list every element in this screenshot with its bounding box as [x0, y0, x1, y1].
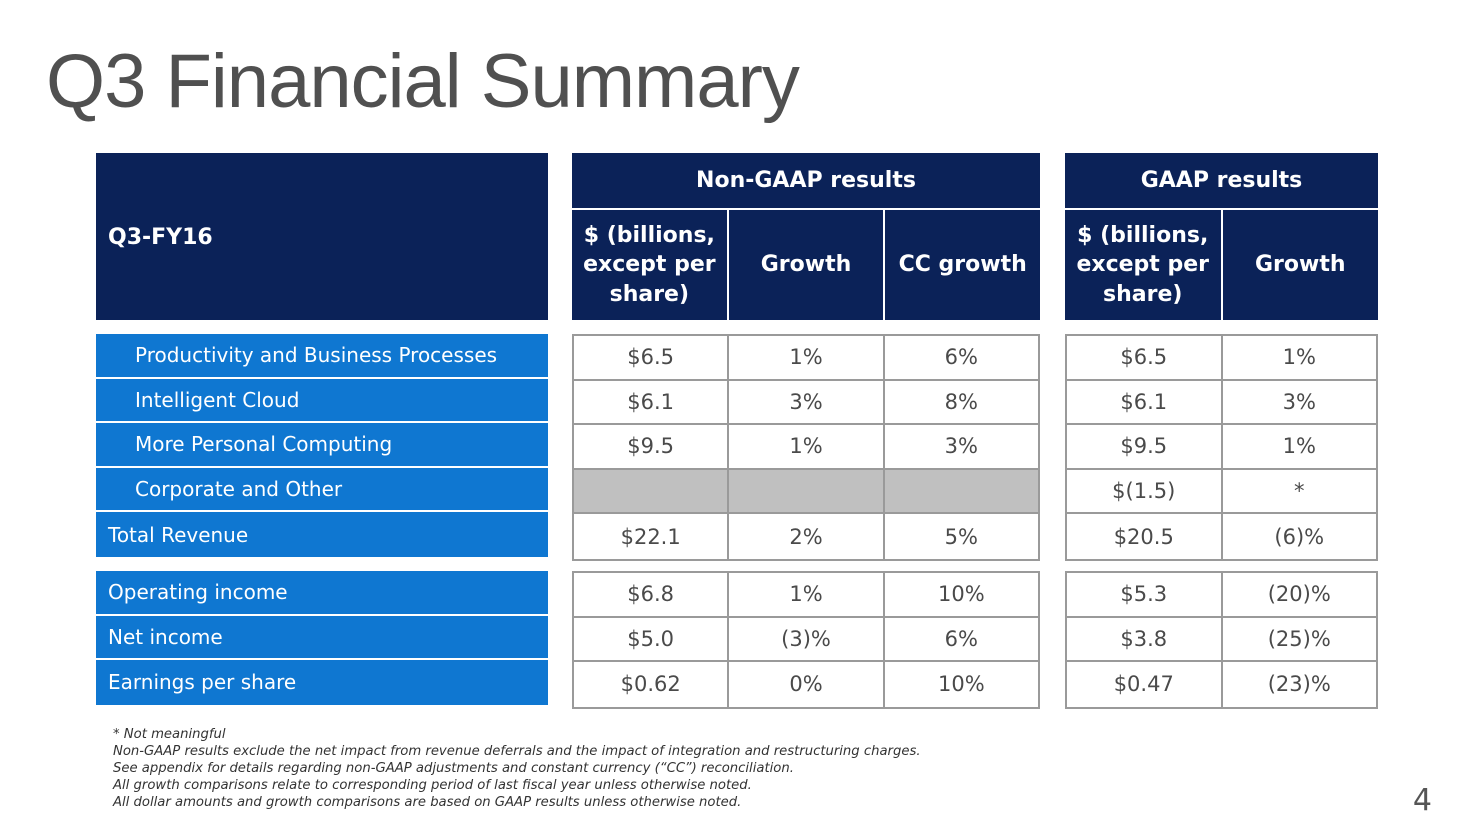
table-cell: 5%: [882, 514, 1038, 559]
table-row: $6.8 1% 10%: [574, 573, 1038, 618]
footnote: See appendix for details regarding non-G…: [113, 760, 794, 776]
gaap-revenue-table: $6.5 1% $6.1 3% $9.5 1% $(1.5) * $20.5 (…: [1065, 334, 1378, 561]
row-label: Intelligent Cloud: [96, 378, 548, 424]
table-row: $6.5 1% 6%: [574, 336, 1038, 381]
shaded-cell: [882, 469, 1038, 513]
table-cell: $5.0: [627, 626, 675, 651]
table-cell: 1%: [1220, 425, 1377, 468]
table-cell: (6)%: [1220, 514, 1377, 559]
gaap-income-table: $5.3 (20)% $3.8 (25)% $0.47 (23)%: [1065, 571, 1378, 709]
table-row: $22.1 2% 5%: [574, 514, 1038, 559]
period-label: Q3-FY16: [108, 225, 213, 250]
shaded-cell: [574, 469, 728, 513]
table-cell: 1%: [727, 336, 882, 379]
table-cell: $3.8: [1120, 626, 1168, 651]
non-gaap-income-table: $6.8 1% 10% $5.0 (3)% 6% $0.62 0% 10%: [572, 571, 1040, 709]
non-gaap-column-headers: $ (billions, except per share) Growth CC…: [572, 208, 1040, 320]
non-gaap-title: Non-GAAP results: [696, 168, 916, 193]
table-cell: $6.5: [1120, 345, 1168, 370]
table-cell: $6.1: [1120, 389, 1168, 414]
table-row: $5.0 (3)% 6%: [574, 617, 1038, 663]
table-row: $0.47 (23)%: [1067, 662, 1376, 707]
gaap-title: GAAP results: [1140, 168, 1303, 193]
table-cell: $22.1: [620, 524, 681, 549]
table-cell: 3%: [727, 380, 882, 424]
table-cell: (20)%: [1220, 573, 1377, 616]
table-cell: $20.5: [1113, 524, 1174, 549]
slide-title: Q3 Financial Summary: [46, 39, 800, 124]
table-cell: (23)%: [1220, 662, 1377, 707]
table-cell: $5.3: [1120, 582, 1168, 607]
table-cell: 10%: [882, 573, 1038, 616]
gaap-col-amount: $ (billions, except per share): [1076, 222, 1209, 307]
table-cell: $9.5: [1120, 434, 1168, 459]
page-number: 4: [1412, 783, 1432, 818]
table-row: [574, 469, 1038, 515]
shaded-cell: [727, 469, 883, 513]
row-label: More Personal Computing: [96, 423, 548, 468]
footnote: All growth comparisons relate to corresp…: [113, 777, 752, 793]
table-cell: 8%: [882, 380, 1038, 424]
row-label: Net income: [96, 615, 548, 661]
table-cell: $0.47: [1113, 672, 1174, 697]
table-cell: 3%: [882, 425, 1038, 468]
table-row: $9.5 1% 3%: [574, 425, 1038, 470]
table-cell: (3)%: [727, 617, 882, 661]
table-row: $20.5 (6)%: [1067, 514, 1376, 559]
gaap-column-headers: $ (billions, except per share) Growth: [1065, 208, 1378, 320]
table-row: $5.3 (20)%: [1067, 573, 1376, 618]
table-cell: 10%: [882, 662, 1038, 707]
non-gaap-col-cc-growth: CC growth: [883, 210, 1040, 320]
row-label: Total Revenue: [96, 512, 548, 557]
table-cell: 1%: [727, 573, 882, 616]
non-gaap-col-growth: Growth: [726, 210, 884, 320]
footnote: All dollar amounts and growth comparison…: [113, 794, 742, 810]
table-cell: (25)%: [1220, 617, 1377, 661]
table-row: $6.1 3%: [1067, 380, 1377, 426]
table-cell: 1%: [727, 425, 882, 468]
table-row: $0.62 0% 10%: [574, 662, 1038, 707]
table-row: $3.8 (25)%: [1067, 617, 1377, 663]
row-label: Corporate and Other: [96, 467, 548, 513]
table-cell: $(1.5): [1112, 479, 1176, 504]
table-cell: 1%: [1220, 336, 1377, 379]
table-cell: 3%: [1220, 380, 1377, 424]
table-row: $9.5 1%: [1067, 425, 1376, 470]
table-cell: $9.5: [627, 434, 675, 459]
row-label: Earnings per share: [96, 660, 548, 705]
table-cell: $6.1: [627, 389, 675, 414]
table-cell: 0%: [727, 662, 882, 707]
non-gaap-header: Non-GAAP results $ (billions, except per…: [572, 153, 1040, 320]
footnote: * Not meaningful: [113, 727, 226, 742]
non-gaap-col-amount: $ (billions, except per share): [583, 222, 716, 307]
footnote: Non-GAAP results exclude the net impact …: [113, 743, 921, 759]
row-label: Productivity and Business Processes: [96, 334, 548, 379]
table-cell: $0.62: [620, 672, 681, 697]
row-label: Operating income: [96, 571, 548, 616]
table-cell: 6%: [882, 336, 1038, 379]
table-cell: $6.8: [627, 582, 675, 607]
footnotes: * Not meaningful Non-GAAP results exclud…: [113, 727, 921, 812]
period-header: Q3-FY16: [96, 153, 548, 320]
gaap-header: GAAP results $ (billions, except per sha…: [1065, 153, 1378, 320]
table-row: $6.1 3% 8%: [574, 380, 1038, 426]
table-cell: 2%: [727, 514, 882, 559]
table-row: $6.5 1%: [1067, 336, 1376, 381]
table-cell: *: [1220, 469, 1377, 513]
income-row-labels: Operating income Net income Earnings per…: [96, 571, 548, 705]
table-cell: 6%: [882, 617, 1038, 661]
revenue-row-labels: Productivity and Business Processes Inte…: [96, 334, 548, 557]
non-gaap-revenue-table: $6.5 1% 6% $6.1 3% 8% $9.5 1% 3% $22.1 2…: [572, 334, 1040, 561]
table-cell: $6.5: [627, 345, 675, 370]
table-row: $(1.5) *: [1067, 469, 1377, 515]
gaap-col-growth: Growth: [1220, 210, 1379, 320]
